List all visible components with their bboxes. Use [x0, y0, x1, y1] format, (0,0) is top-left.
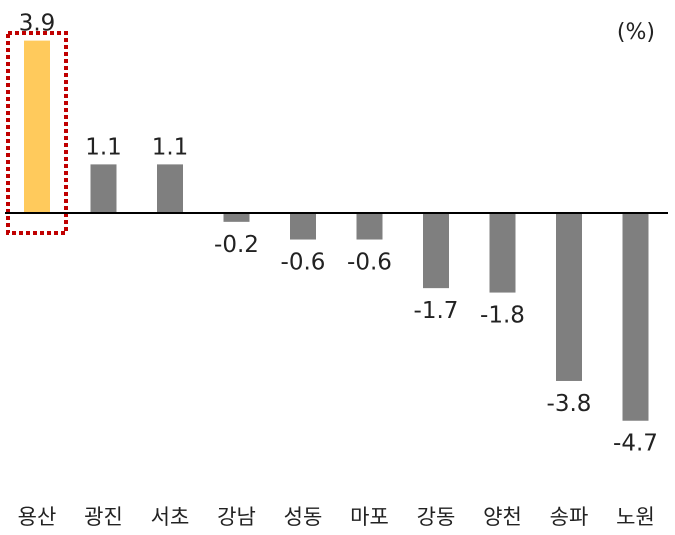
category-label-6: 마포 [350, 505, 389, 529]
category-label-3: 서초 [151, 505, 190, 529]
data-label-9: -3.8 [547, 391, 592, 417]
category-label-8: 양천 [483, 505, 522, 529]
category-label-10: 노원 [616, 505, 655, 529]
data-label-10: -4.7 [613, 431, 658, 457]
category-label-9: 송파 [550, 505, 589, 529]
bar-8 [489, 213, 516, 293]
bar-2 [90, 164, 117, 213]
data-label-6: -0.6 [347, 250, 392, 276]
data-label-8: -1.8 [480, 303, 525, 329]
bar-1 [24, 40, 50, 214]
bar-4 [223, 213, 250, 222]
category-label-7: 강동 [417, 505, 456, 529]
data-label-1: 3.9 [19, 11, 56, 37]
data-label-4: -0.2 [214, 232, 259, 258]
bar-5 [290, 213, 316, 240]
highlight-box [6, 31, 68, 235]
data-label-7: -1.7 [414, 298, 459, 324]
data-label-3: 1.1 [152, 134, 189, 160]
bar-9 [556, 213, 582, 381]
category-label-4: 강남 [217, 505, 256, 529]
data-label-5: -0.6 [281, 250, 326, 276]
bar-7 [423, 213, 449, 289]
bar-3 [157, 164, 183, 213]
category-label-2: 광진 [84, 505, 123, 529]
bar-10 [622, 213, 649, 421]
category-label-1: 용산 [18, 505, 57, 529]
data-label-2: 1.1 [85, 134, 122, 160]
unit-label: (%) [616, 20, 655, 45]
category-label-5: 성동 [284, 505, 323, 529]
bar-6 [356, 213, 383, 240]
